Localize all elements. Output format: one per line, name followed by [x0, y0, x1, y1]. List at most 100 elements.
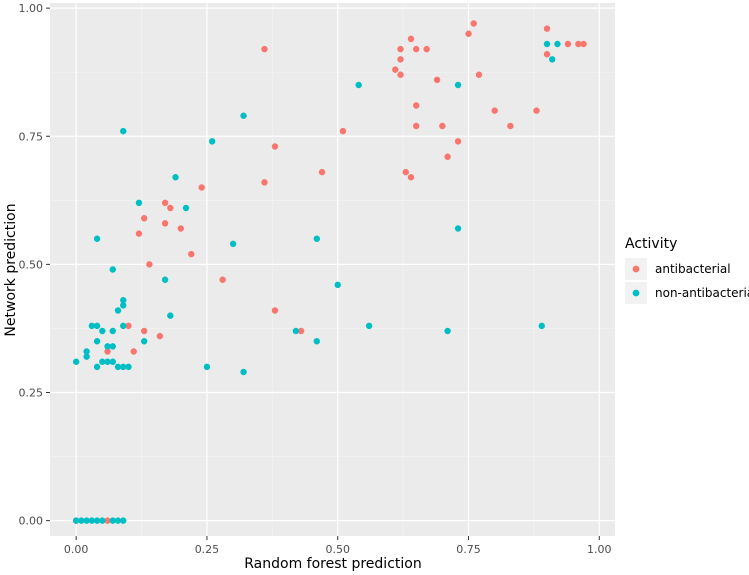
data-point-non-antibacterial — [444, 327, 451, 335]
data-point-antibacterial — [575, 40, 582, 48]
data-point-antibacterial — [407, 35, 415, 43]
legend-swatch-antibacterial — [632, 265, 640, 273]
x-tick-label: 0.75 — [456, 543, 481, 556]
data-point-non-antibacterial — [120, 127, 127, 135]
data-point-antibacterial — [413, 102, 420, 109]
data-point-non-antibacterial — [114, 363, 122, 371]
data-point-non-antibacterial — [83, 348, 90, 355]
data-point-non-antibacterial — [140, 338, 148, 345]
data-point-antibacterial — [140, 327, 148, 335]
data-point-antibacterial — [156, 332, 164, 340]
data-point-non-antibacterial — [120, 322, 127, 330]
data-point-non-antibacterial — [203, 363, 211, 371]
y-axis-title: Network prediction — [3, 203, 19, 336]
data-point-antibacterial — [261, 179, 268, 186]
data-point-non-antibacterial — [114, 307, 122, 314]
data-point-non-antibacterial — [93, 235, 101, 242]
data-point-antibacterial — [130, 348, 137, 355]
data-point-non-antibacterial — [83, 353, 90, 360]
data-point-antibacterial — [533, 107, 540, 114]
data-point-non-antibacterial — [109, 358, 116, 365]
data-point-antibacterial — [261, 45, 268, 53]
data-point-antibacterial — [413, 45, 420, 53]
data-point-non-antibacterial — [120, 297, 127, 304]
data-point-antibacterial — [423, 45, 430, 53]
data-point-antibacterial — [318, 168, 326, 176]
data-point-non-antibacterial — [109, 343, 116, 350]
data-point-non-antibacterial — [109, 266, 116, 273]
data-point-antibacterial — [219, 276, 226, 283]
data-point-non-antibacterial — [99, 327, 106, 335]
data-point-antibacterial — [465, 30, 472, 37]
data-point-non-antibacterial — [135, 199, 143, 207]
data-point-non-antibacterial — [109, 517, 116, 524]
data-point-antibacterial — [454, 138, 462, 145]
data-point-non-antibacterial — [99, 517, 106, 524]
data-point-non-antibacterial — [334, 281, 341, 289]
data-point-antibacterial — [297, 327, 305, 335]
y-tick-label: 0.50 — [19, 258, 44, 271]
data-point-antibacterial — [135, 230, 143, 237]
data-point-non-antibacterial — [454, 81, 462, 89]
data-point-non-antibacterial — [114, 517, 122, 524]
data-point-antibacterial — [543, 51, 551, 58]
data-point-non-antibacterial — [83, 517, 90, 524]
data-point-antibacterial — [140, 215, 148, 222]
data-point-non-antibacterial — [313, 338, 321, 345]
data-point-antibacterial — [564, 40, 572, 48]
data-point-antibacterial — [507, 122, 514, 130]
data-point-non-antibacterial — [120, 302, 127, 309]
data-point-non-antibacterial — [172, 174, 179, 181]
data-point-non-antibacterial — [240, 368, 247, 376]
legend-label-antibacterial: antibacterial — [655, 262, 731, 276]
data-point-non-antibacterial — [240, 112, 247, 119]
legend-title: Activity — [625, 236, 677, 252]
data-point-non-antibacterial — [72, 358, 80, 365]
data-point-non-antibacterial — [543, 40, 551, 48]
legend-items: antibacterial non-antibacterial — [625, 258, 749, 304]
data-point-antibacterial — [470, 20, 477, 27]
plot-panel — [50, 3, 615, 536]
data-point-antibacterial — [271, 307, 279, 314]
data-point-antibacterial — [271, 143, 279, 150]
data-point-non-antibacterial — [109, 327, 116, 335]
x-axis-ticks: 0.00 0.25 0.50 0.75 1.00 — [64, 536, 612, 556]
data-point-non-antibacterial — [161, 276, 169, 283]
data-point-non-antibacterial — [292, 327, 300, 335]
data-point-antibacterial — [392, 66, 399, 73]
data-point-non-antibacterial — [99, 358, 106, 365]
data-point-antibacterial — [167, 204, 174, 212]
data-point-antibacterial — [198, 184, 205, 191]
data-point-non-antibacterial — [538, 322, 545, 330]
data-point-non-antibacterial — [93, 322, 101, 330]
data-point-antibacterial — [444, 153, 451, 160]
legend-label-non-antibacterial: non-antibacterial — [655, 286, 749, 300]
y-tick-label: 0.75 — [19, 130, 44, 143]
x-axis-title: Random forest prediction — [244, 556, 421, 572]
data-point-antibacterial — [397, 56, 404, 63]
data-point-antibacterial — [397, 71, 404, 78]
data-point-antibacterial — [161, 220, 169, 227]
x-tick-label: 1.00 — [587, 543, 612, 556]
data-point-antibacterial — [433, 76, 441, 84]
data-point-antibacterial — [104, 517, 111, 524]
data-point-antibacterial — [407, 174, 415, 181]
data-point-antibacterial — [188, 250, 195, 258]
data-point-non-antibacterial — [208, 138, 216, 145]
data-point-non-antibacterial — [104, 358, 111, 365]
data-point-non-antibacterial — [182, 204, 190, 212]
data-point-antibacterial — [339, 127, 347, 135]
data-point-non-antibacterial — [554, 40, 561, 48]
data-point-non-antibacterial — [104, 343, 111, 350]
data-point-antibacterial — [475, 71, 483, 78]
data-point-non-antibacterial — [549, 56, 556, 63]
data-point-non-antibacterial — [125, 363, 132, 371]
data-point-antibacterial — [125, 322, 132, 330]
data-point-antibacterial — [543, 25, 551, 32]
data-point-antibacterial — [439, 122, 446, 130]
data-point-non-antibacterial — [454, 225, 462, 232]
data-point-non-antibacterial — [365, 322, 373, 330]
data-point-non-antibacterial — [120, 363, 127, 371]
data-point-non-antibacterial — [120, 517, 127, 524]
